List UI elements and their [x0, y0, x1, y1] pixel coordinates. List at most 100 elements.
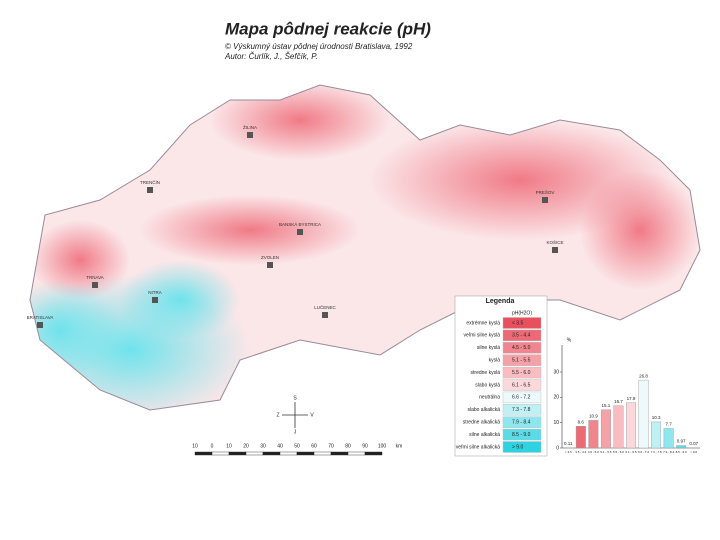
city-marker	[267, 262, 273, 268]
legend-swatch	[502, 366, 542, 379]
scale-segment	[211, 451, 230, 456]
city-marker	[37, 322, 43, 328]
compass-w: Z	[276, 412, 279, 418]
y-tick-label: 10	[553, 420, 559, 426]
scale-segment	[262, 451, 281, 456]
legend-class-name: silne alkalická	[469, 432, 500, 438]
scale-label: 10	[192, 443, 198, 449]
value-label: 8.6	[578, 419, 585, 424]
city-marker	[552, 247, 558, 253]
scale-label: 10	[226, 443, 232, 449]
bar	[663, 428, 674, 449]
value-label: 0.97	[677, 439, 686, 444]
x-tick-label: 7.3 - 7.8	[651, 450, 662, 454]
value-label: 15.1	[602, 403, 611, 408]
x-tick-label: < 3.5	[565, 450, 572, 454]
legend-swatch	[502, 379, 542, 391]
city-label: PREŠOV	[536, 189, 555, 195]
legend-swatch	[502, 329, 542, 342]
legend-class-name: slabo alkalická	[467, 407, 500, 413]
legend-class-name: kyslá	[489, 358, 501, 364]
scale-segment	[347, 451, 366, 456]
city-label: TRNAVA	[86, 275, 104, 280]
legend-swatch	[502, 391, 542, 404]
scale-label: 40	[277, 443, 283, 449]
city-marker	[297, 229, 303, 235]
legend-class-name: veľmi silne alkalická	[456, 444, 500, 450]
bar	[651, 421, 662, 449]
legend-range: 7.3 - 7.8	[512, 407, 531, 413]
scale-segment	[313, 451, 332, 456]
city-marker	[152, 297, 158, 303]
scale-segment	[194, 451, 213, 456]
x-tick-label: 8.5 - 9.0	[676, 450, 687, 454]
legend-range: < 3.5	[512, 320, 523, 326]
legend-class-name: stredne kyslá	[471, 370, 501, 376]
bar	[638, 379, 649, 449]
scale-label: 20	[243, 443, 249, 449]
legend-swatch	[502, 416, 542, 428]
y-tick-label: 20	[553, 395, 559, 401]
x-tick-label: 6.1 - 6.5	[625, 450, 636, 454]
scale-segment	[364, 451, 383, 456]
scale-segment	[296, 451, 315, 456]
legend-class-name: slabo kyslá	[475, 382, 500, 388]
legend-swatch	[502, 342, 542, 354]
legend-swatch	[502, 317, 542, 329]
scale-label: 70	[328, 443, 334, 449]
legend-range: 5.1 - 5.5	[512, 358, 531, 364]
bar	[575, 426, 586, 449]
legend-range: 4.5 - 5.0	[512, 345, 531, 351]
city-marker	[247, 132, 253, 138]
legend-class-name: neutrálna	[479, 395, 500, 401]
legend-range: 7.9 - 8.4	[512, 420, 531, 426]
legend-swatch	[502, 428, 542, 441]
legend-class-name: veľmi silne kyslá	[464, 333, 501, 339]
compass	[282, 402, 308, 428]
bar	[626, 402, 636, 449]
x-tick-label: 5.5 - 6.0	[613, 450, 624, 454]
title: Mapa pôdnej reakcie (pH)	[225, 19, 431, 38]
y-tick-label: 0	[556, 445, 559, 451]
border	[29, 84, 701, 411]
legend-range: 6.1 - 6.5	[512, 382, 531, 388]
value-label: 26.8	[639, 373, 648, 378]
scale-segment	[279, 451, 298, 456]
x-tick-label: 7.9 - 8.4	[663, 450, 674, 454]
map	[30, 85, 700, 410]
value-label: 0.07	[689, 441, 698, 446]
city-marker	[542, 197, 548, 203]
value-label: 10.9	[589, 414, 598, 419]
x-tick-label: 6.6 - 7.2	[638, 450, 649, 454]
legend-range: 6.6 - 7.2	[512, 395, 531, 401]
scale-label: 50	[294, 443, 300, 449]
legend-class-name: silne kyslá	[477, 345, 500, 351]
city-label: NITRA	[148, 290, 162, 295]
value-label: 0.11	[564, 441, 573, 446]
x-tick-label: 5.1 - 5.5	[600, 450, 611, 454]
value-label: 17.9	[627, 396, 636, 401]
compass-n: S	[293, 395, 297, 401]
x-tick-label: 4.5 - 5.0	[588, 450, 599, 454]
value-label: 16.7	[614, 399, 623, 404]
value-label: 10.3	[652, 415, 661, 420]
city-label: BANSKÁ BYSTRICA	[279, 221, 321, 227]
compass-s: J	[294, 429, 297, 435]
legend-swatch	[502, 441, 542, 453]
city-label: ŽILINA	[243, 123, 257, 130]
legend-range: > 9.0	[512, 444, 523, 450]
scale-segment	[245, 451, 264, 456]
bar	[588, 420, 599, 449]
city-label: KOŠICE	[546, 239, 563, 245]
legend-range: 5.5 - 6.0	[512, 370, 531, 376]
value-label: 7.7	[666, 422, 673, 427]
bar	[676, 445, 687, 449]
legend-range: 3.5 - 4.4	[512, 333, 531, 339]
scale-label: 100	[378, 443, 387, 449]
compass-e: V	[310, 412, 314, 418]
source: © Výskumný ústav pôdnej úrodnosti Bratis…	[225, 42, 413, 51]
author: Autor: Čurlík, J., Šefčík, P.	[224, 52, 318, 61]
legend-title: Legenda	[486, 298, 515, 305]
scale-label: 30	[260, 443, 266, 449]
